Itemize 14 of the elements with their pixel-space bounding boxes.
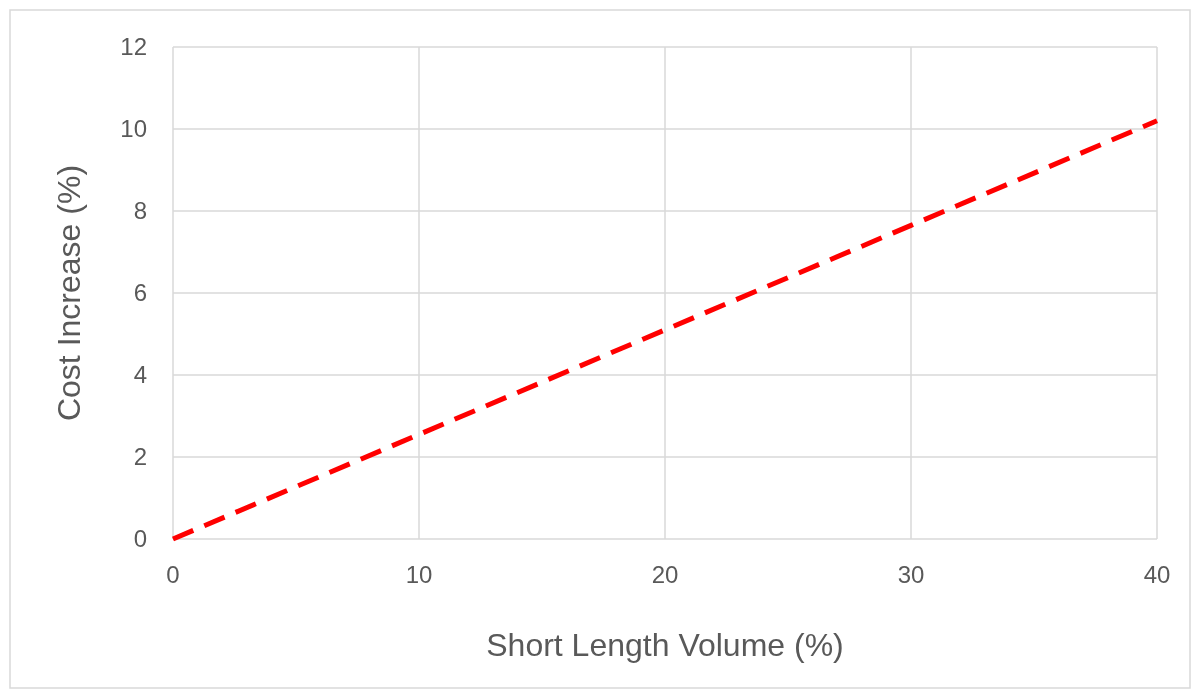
y-tick-label: 4 [133,361,147,389]
y-tick-label: 8 [133,197,147,225]
y-tick-label: 2 [133,443,147,471]
x-tick-label: 30 [897,561,925,589]
x-axis-title: Short Length Volume (%) [486,627,844,663]
x-tick-label: 40 [1143,561,1171,589]
y-axis-title: Cost Increase (%) [51,164,87,422]
y-tick-label: 10 [120,115,147,143]
x-tick-label: 0 [166,561,180,589]
y-tick-label: 0 [133,525,147,553]
x-tick-label: 10 [405,561,433,589]
x-tick-label: 20 [651,561,679,589]
y-tick-label: 12 [120,33,147,61]
y-tick-label: 6 [133,279,147,307]
